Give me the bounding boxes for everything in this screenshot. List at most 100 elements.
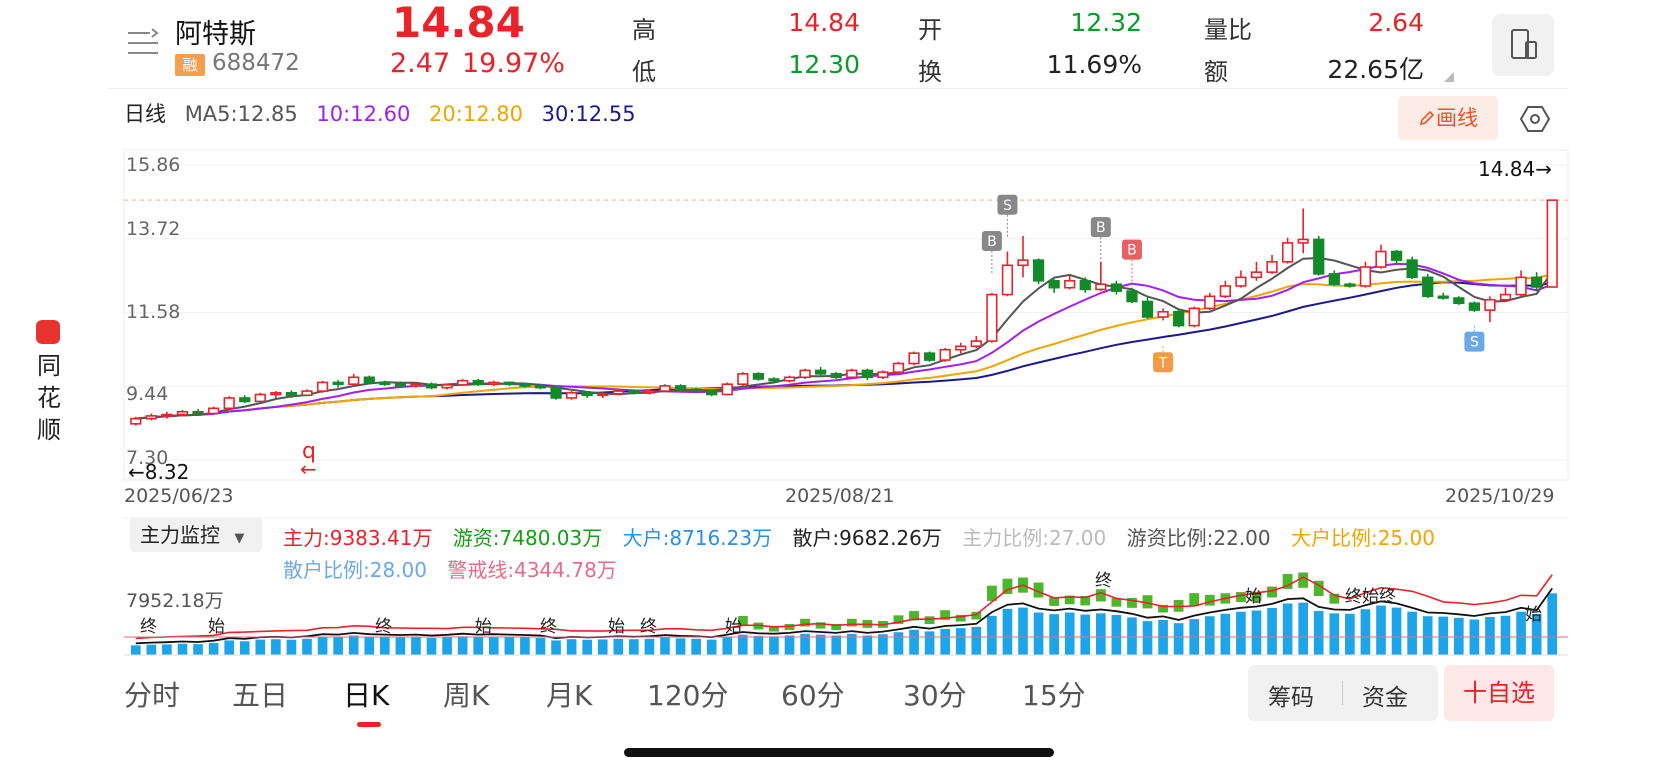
candle-body	[861, 369, 873, 379]
indicator-bar	[815, 634, 826, 655]
signal-label: B	[987, 234, 997, 250]
tab-monthly-k[interactable]: 月K	[546, 679, 593, 712]
candle-body	[503, 381, 515, 385]
add-watchlist-button[interactable]: 十自选	[1444, 665, 1554, 721]
funds-button[interactable]: 资金	[1362, 685, 1408, 711]
quote-value-low: 12.30	[788, 50, 860, 79]
x-tick-label: 2025/06/23	[124, 485, 234, 507]
indicator-bar-green	[1127, 597, 1137, 608]
indicator-bar-green	[1111, 598, 1122, 607]
expand-corner-icon[interactable]	[1444, 72, 1454, 82]
tab-60min[interactable]: 60分	[781, 679, 845, 712]
tab-weekly-k[interactable]: 周K	[443, 679, 490, 712]
indicator-mark: 终	[540, 617, 557, 637]
indicator-mark: 始	[208, 617, 225, 637]
candle-body	[1173, 311, 1185, 327]
candle-body	[768, 378, 780, 382]
tab-15min[interactable]: 15分	[1022, 679, 1086, 712]
indicator-alert-line: 警戒线:4344.78万	[447, 558, 617, 582]
candle-body	[1313, 238, 1325, 275]
tab-five-day[interactable]: 五日	[232, 679, 289, 712]
candle-body	[223, 397, 235, 410]
indicator-bar-green	[1002, 578, 1013, 594]
indicator-values-2: 散户比例:28.00 警戒线:4344.78万	[283, 554, 631, 583]
indicator-bar	[364, 636, 375, 655]
chips-button[interactable]: 筹码	[1268, 685, 1314, 711]
high-price-annotation: 14.84→	[1478, 157, 1553, 181]
indicator-bar	[162, 644, 172, 655]
ma10-line	[135, 262, 1553, 420]
candle-body	[394, 383, 407, 387]
indicator-bar	[473, 637, 484, 655]
indicator-bar	[1018, 607, 1028, 655]
candle-body	[1204, 295, 1216, 310]
candle-body	[1515, 276, 1527, 296]
candle-body	[628, 390, 640, 394]
indicator-bar	[566, 639, 577, 655]
tab-daily-k[interactable]: 日K	[343, 679, 390, 712]
candle-body	[1266, 261, 1278, 273]
indicator-retail: 散户:9682.26万	[792, 526, 942, 550]
indicator-bar	[146, 644, 157, 655]
indicator-mark: 始	[725, 617, 742, 637]
indicator-mark: 终	[1095, 571, 1112, 591]
candle-body	[830, 373, 842, 379]
candle-body	[1141, 300, 1154, 318]
indicator-mark: 始	[1245, 587, 1262, 607]
settings-icon[interactable]	[1520, 104, 1550, 134]
indicator-selector[interactable]: 主力监控 ▼	[130, 518, 262, 552]
indicator-bar-green	[909, 611, 919, 621]
candle-body	[1531, 276, 1543, 288]
candle-body	[1546, 199, 1558, 288]
indicator-bar	[1516, 611, 1526, 655]
indicator-bar	[1407, 611, 1417, 655]
indicator-bar-green	[1189, 593, 1200, 607]
indicator-bar	[706, 639, 717, 655]
candle-body	[643, 390, 656, 394]
candle-body	[877, 371, 889, 379]
indicator-bar	[1500, 615, 1511, 655]
candle-body	[519, 383, 531, 387]
candle-body	[1095, 283, 1107, 291]
tab-120min[interactable]: 120分	[647, 679, 729, 712]
kline-chart[interactable]: S B B B T S	[0, 0, 1665, 660]
candle-body	[1297, 238, 1309, 244]
indicator-bar	[457, 636, 468, 655]
candle-body	[130, 417, 142, 425]
quote-label-amount: 额	[1204, 58, 1228, 86]
indicator-bar	[1329, 613, 1340, 655]
indicator-bar-green	[1329, 593, 1340, 604]
indicator-bar	[177, 643, 188, 655]
x-tick-label: 2025/10/29	[1445, 485, 1555, 507]
indicator-bar-green	[971, 611, 982, 620]
indicator-line-main	[135, 574, 1553, 640]
indicator-bar	[1220, 613, 1231, 655]
tab-intraday[interactable]: 分时	[124, 679, 181, 712]
candle-body	[1484, 298, 1496, 311]
indicator-mark: 始	[475, 617, 492, 637]
tab-30min[interactable]: 30分	[903, 679, 967, 712]
indicator-bar	[862, 635, 873, 655]
draw-line-button[interactable]: 画线	[1398, 96, 1498, 140]
indicator-big-holder: 大户:8716.23万	[622, 526, 773, 550]
device-switch-button[interactable]	[1492, 14, 1554, 76]
indicator-bar	[1454, 617, 1464, 655]
stock-code: 688472	[212, 50, 300, 76]
candle-body	[1281, 242, 1294, 263]
indicator-bar	[442, 637, 452, 655]
candle-body	[737, 373, 749, 385]
indicator-bar	[769, 636, 779, 655]
indicator-bar	[675, 638, 686, 655]
indicator-mark: 终	[140, 617, 157, 637]
indicator-bar-green	[800, 618, 810, 627]
draw-line-label: 画线	[1436, 106, 1478, 130]
indicator-bar	[1127, 617, 1137, 655]
indicator-bar	[1376, 605, 1386, 655]
indicator-bar	[597, 639, 608, 655]
candle-body	[1375, 250, 1387, 268]
indicator-bar-green	[769, 626, 779, 632]
candle-body	[815, 369, 827, 375]
menu-icon[interactable]	[126, 28, 160, 58]
trade-signals: S B B B T S	[981, 194, 1485, 373]
app-logo-icon[interactable]	[36, 320, 60, 344]
